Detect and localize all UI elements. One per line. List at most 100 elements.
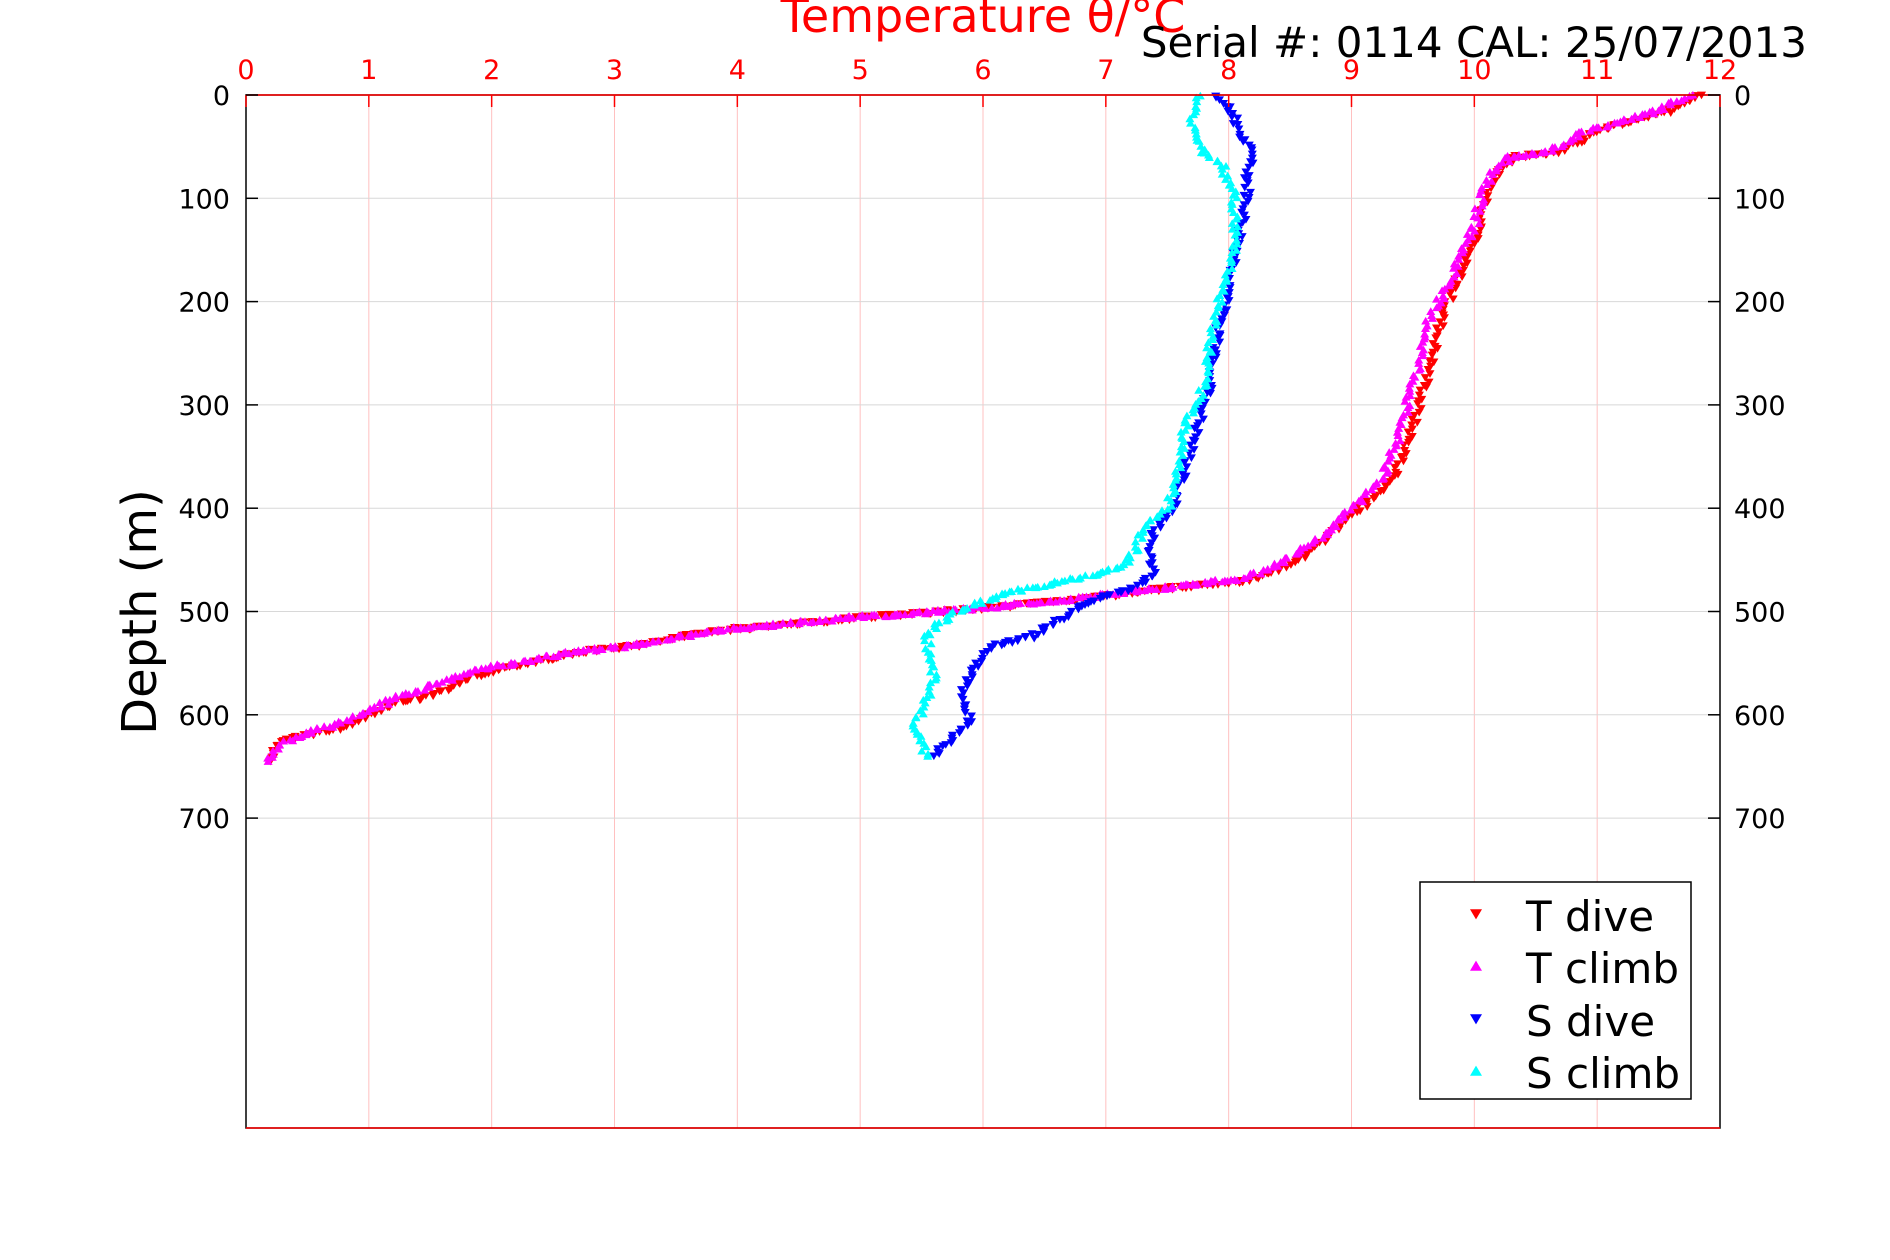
data-point <box>1414 391 1424 400</box>
data-point <box>335 726 345 734</box>
data-point <box>1204 358 1214 367</box>
data-point <box>723 624 733 633</box>
data-point <box>1244 172 1254 180</box>
data-point <box>1247 146 1257 155</box>
data-point <box>715 627 725 635</box>
data-point <box>1123 587 1133 596</box>
data-point <box>1125 553 1135 562</box>
data-point <box>1654 106 1664 115</box>
data-point <box>291 732 301 741</box>
data-point <box>1212 294 1222 303</box>
data-point <box>1414 365 1424 374</box>
data-point <box>1685 91 1695 100</box>
data-point <box>1666 100 1676 109</box>
data-point <box>1235 133 1245 142</box>
data-point <box>1235 220 1245 229</box>
data-point <box>1179 459 1189 467</box>
data-point <box>1049 616 1059 625</box>
data-point <box>934 750 944 758</box>
data-point <box>1231 246 1241 254</box>
data-point <box>1245 188 1255 197</box>
data-point <box>1200 577 1210 586</box>
data-point <box>442 675 452 683</box>
data-point <box>1382 468 1392 477</box>
data-point <box>662 635 672 644</box>
data-point <box>918 709 928 718</box>
serial-calibration-annotation: Serial #: 0114 CAL: 25/07/2013 <box>1141 18 1807 67</box>
data-point <box>1147 554 1157 563</box>
data-point <box>1227 219 1237 227</box>
data-point <box>1203 338 1213 346</box>
series-s-dive <box>929 92 1258 761</box>
data-point <box>1191 399 1201 408</box>
data-point <box>1198 415 1208 424</box>
y-tick-label-left: 0 <box>213 81 230 112</box>
data-point <box>1132 581 1142 590</box>
data-point <box>1346 505 1356 514</box>
data-point <box>1190 126 1200 134</box>
data-point <box>1207 348 1217 356</box>
data-point <box>1280 553 1290 562</box>
data-point <box>1227 200 1237 208</box>
y-axis-label: Depth (m) <box>112 489 168 735</box>
legend-marker <box>1470 1065 1482 1076</box>
y-tick-label-right: 0 <box>1734 81 1751 112</box>
x-tick-label: 1 <box>360 55 377 86</box>
data-point <box>1418 351 1428 360</box>
data-point <box>459 669 469 678</box>
data-point <box>1029 634 1039 643</box>
data-point <box>969 600 979 609</box>
data-point <box>606 642 616 651</box>
data-point <box>1138 579 1148 588</box>
data-point <box>1146 516 1156 525</box>
legend-label: T dive <box>1525 892 1654 941</box>
data-point <box>1427 351 1437 360</box>
data-point <box>710 626 720 635</box>
data-point <box>1131 537 1141 546</box>
y-tick-label-right: 300 <box>1734 391 1786 422</box>
data-point <box>1124 558 1134 566</box>
data-point <box>263 754 273 762</box>
data-point <box>1407 421 1417 430</box>
data-point <box>978 650 988 658</box>
data-point <box>1133 530 1143 539</box>
data-point <box>1645 107 1655 116</box>
data-point <box>1482 180 1492 189</box>
legend-marker <box>1470 909 1482 920</box>
data-point <box>1395 436 1405 445</box>
data-point <box>1185 441 1195 450</box>
x-tick-label: 5 <box>852 55 869 86</box>
data-point <box>1403 403 1413 412</box>
data-point <box>1190 581 1200 589</box>
data-point <box>1381 483 1391 491</box>
data-point <box>1150 534 1160 543</box>
data-point <box>1182 463 1192 472</box>
data-point <box>1659 105 1669 114</box>
data-point <box>1439 314 1449 322</box>
data-point <box>1449 264 1459 272</box>
data-point <box>1239 574 1249 582</box>
data-point <box>1400 397 1410 405</box>
data-point <box>1112 563 1122 572</box>
data-point <box>1189 110 1199 119</box>
data-point <box>1286 561 1296 569</box>
data-point <box>1039 628 1049 636</box>
data-point <box>1352 508 1362 517</box>
data-point <box>920 636 930 645</box>
data-point <box>1073 574 1083 583</box>
data-point <box>472 672 482 680</box>
data-point <box>1095 594 1105 603</box>
data-point <box>1204 362 1214 370</box>
data-point <box>437 677 447 686</box>
data-point <box>1163 505 1173 513</box>
data-point <box>263 757 273 765</box>
data-point <box>1224 297 1234 305</box>
data-point <box>1378 475 1388 483</box>
data-point <box>815 617 825 626</box>
data-point <box>444 686 454 695</box>
data-point <box>1024 598 1034 607</box>
y-tick-label-right: 600 <box>1734 701 1786 732</box>
y-tick-label-left: 700 <box>178 804 230 835</box>
data-point <box>1403 408 1413 416</box>
